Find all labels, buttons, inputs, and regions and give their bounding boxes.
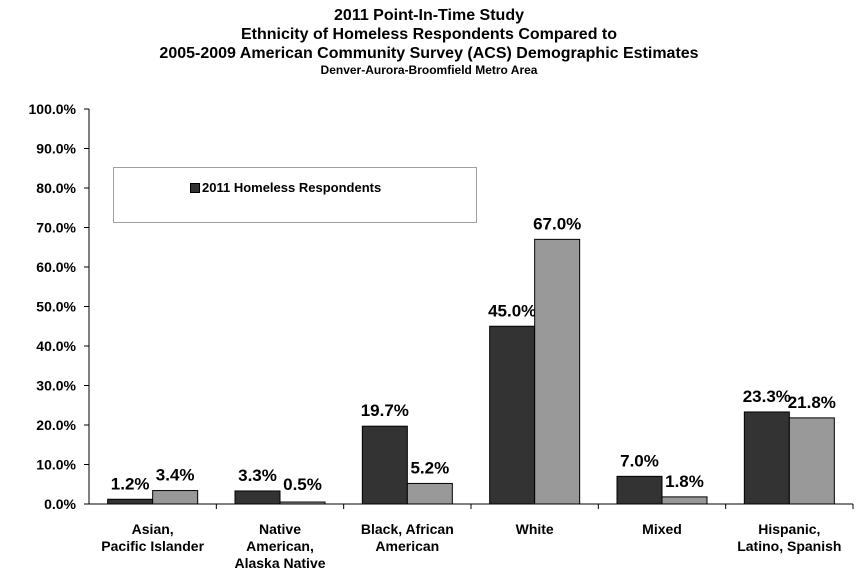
legend-swatch-homeless	[190, 182, 200, 193]
x-category-label: American,	[246, 538, 314, 554]
legend: 2011 Homeless Respondents	[113, 167, 477, 223]
x-category-label: Mixed	[642, 521, 682, 537]
data-label: 3.4%	[156, 466, 195, 485]
y-tick-label: 70.0%	[36, 220, 76, 236]
x-category-label: Hispanic,	[758, 521, 820, 537]
y-tick-label: 0.0%	[44, 496, 76, 512]
legend-label-homeless: 2011 Homeless Respondents	[202, 180, 382, 195]
y-tick-label: 20.0%	[36, 417, 76, 433]
chart-subtitle-2: 2005-2009 American Community Survey (ACS…	[159, 45, 699, 62]
bar-acs	[661, 496, 708, 505]
data-label: 3.3%	[238, 466, 277, 485]
y-tick-label: 40.0%	[36, 338, 76, 354]
x-category-label: Alaska Native	[234, 555, 325, 571]
chart-subtitle-1: Ethnicity of Homeless Respondents Compar…	[240, 26, 618, 43]
data-label: 5.2%	[410, 458, 449, 477]
bar-acs	[534, 238, 581, 505]
bar-homeless	[361, 425, 408, 505]
data-label: 23.3%	[743, 387, 791, 406]
x-category-label: Native	[259, 521, 301, 537]
bar-homeless	[743, 411, 790, 505]
bar-acs	[152, 490, 199, 505]
bar-homeless	[107, 498, 154, 505]
y-tick-label: 60.0%	[36, 259, 76, 275]
data-label: 45.0%	[488, 301, 536, 320]
x-category-label: Asian,	[132, 521, 174, 537]
bar-homeless	[489, 325, 536, 505]
x-category-label: White	[516, 521, 554, 537]
data-label: 19.7%	[361, 401, 409, 420]
bar-acs	[279, 501, 326, 505]
chart-title-block: 2011 Point-In-Time Study Ethnicity of Ho…	[0, 6, 858, 78]
bar-acs	[788, 417, 835, 505]
data-label: 7.0%	[620, 451, 659, 470]
data-label: 1.2%	[111, 474, 150, 493]
x-category-label: Black, African	[361, 521, 454, 537]
bar-homeless	[234, 490, 281, 505]
bar-homeless	[616, 475, 663, 505]
data-label: 1.8%	[665, 472, 704, 491]
bar-acs	[406, 482, 453, 505]
legend-item-homeless: 2011 Homeless Respondents	[190, 180, 381, 195]
data-label: 0.5%	[283, 475, 322, 494]
y-tick-label: 50.0%	[36, 299, 76, 315]
y-tick-label: 10.0%	[36, 457, 76, 473]
x-category-label: Latino, Spanish	[737, 538, 841, 554]
chart-title: 2011 Point-In-Time Study	[334, 7, 524, 24]
data-label: 21.8%	[788, 393, 836, 412]
y-tick-label: 100.0%	[29, 101, 77, 117]
y-tick-label: 30.0%	[36, 378, 76, 394]
x-category-label: Pacific Islander	[101, 538, 204, 554]
data-label: 67.0%	[533, 214, 581, 233]
y-tick-label: 90.0%	[36, 141, 76, 157]
y-tick-label: 80.0%	[36, 180, 76, 196]
chart-subtitle-3: Denver-Aurora-Broomfield Metro Area	[320, 63, 538, 77]
x-category-label: American	[375, 538, 439, 554]
